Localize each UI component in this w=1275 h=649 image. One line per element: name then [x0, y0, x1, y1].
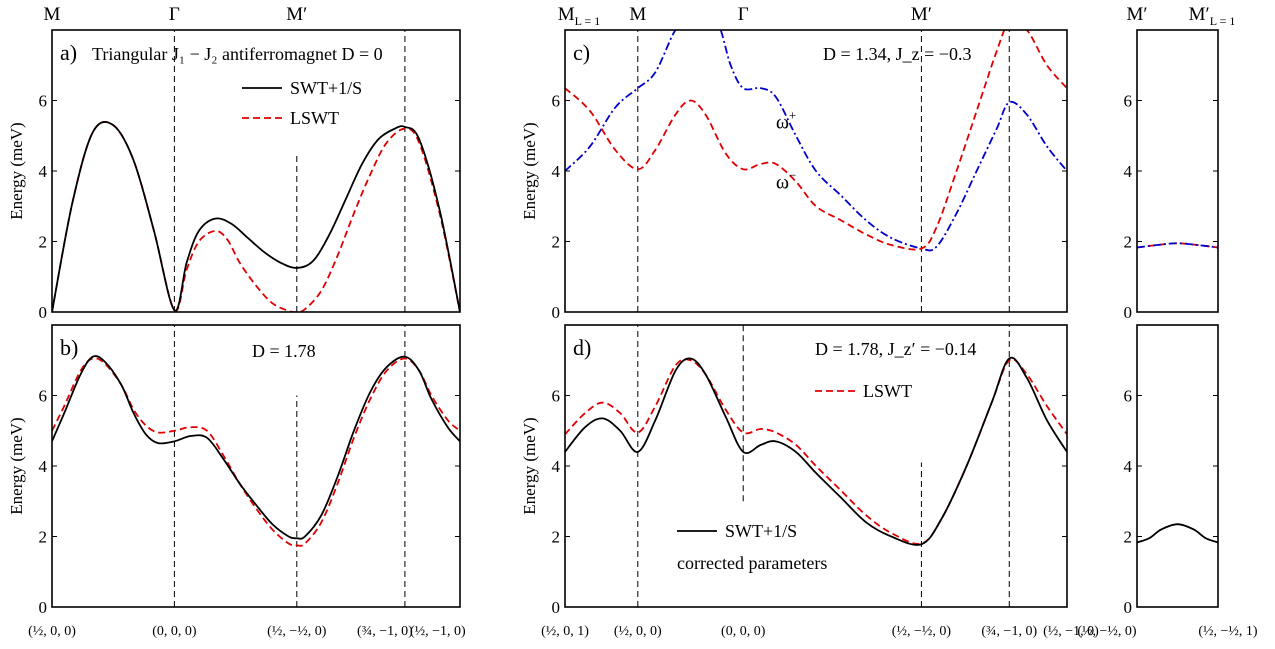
ytick-label: 4	[39, 457, 48, 476]
panel-c-side: 0 2 4 6 M′ M′L = 1	[1124, 4, 1236, 322]
annotation: ω−	[776, 168, 797, 194]
panel-label: d)	[573, 335, 591, 360]
series-b-0	[52, 357, 460, 547]
xtick-label: (½, −½, 0)	[267, 624, 327, 639]
ytick-label: 0	[39, 598, 48, 617]
ytick-label: 0	[39, 303, 48, 322]
panel-label: c)	[573, 40, 590, 65]
ytick-label: 0	[552, 598, 561, 617]
panel-c: 0 2 4 6 Energy (meV) ML = 1 M Γ M′ c) D = 1.34, J_…	[520, 4, 1068, 322]
series-a-1	[52, 121, 460, 312]
top-label: Γ	[738, 4, 749, 25]
ytick-label: 2	[552, 528, 561, 547]
ytick-label: 0	[1124, 598, 1133, 617]
panel-a: 0 2 4 6 Energy (meV) M Γ M′ a) Triangular J₁ − J₂…	[7, 4, 461, 322]
legend-label: SWT+1/S	[725, 521, 797, 541]
top-label: M′	[911, 4, 932, 25]
panel-d-side: 0 2 4 6 (½, −½, 0) (½, −½, 1)	[1077, 324, 1258, 639]
top-label: ML = 1	[558, 4, 601, 28]
panel-label: b)	[60, 335, 78, 360]
series-c-side-1	[1137, 242, 1218, 249]
panel-title: D = 1.34, J_z = −0.3	[823, 44, 971, 64]
xtick-label: (½, −½, 1)	[1198, 624, 1258, 639]
top-label: M′L = 1	[1189, 4, 1236, 28]
y-axis-label: Energy (meV)	[7, 417, 26, 514]
xtick-label: (½, −1, 0)	[410, 624, 466, 639]
top-label: M′	[286, 4, 307, 25]
y-axis-label: Energy (meV)	[520, 122, 539, 219]
xtick-label: (½, −½, 0)	[892, 624, 952, 639]
top-label: M′	[1126, 4, 1147, 25]
axes-frame	[51, 324, 461, 608]
xtick-label: (½, 0, 0)	[614, 624, 662, 639]
series-c-0	[565, 30, 1067, 252]
y-axis-label: Energy (meV)	[7, 122, 26, 219]
panel-title: Triangular J₁ − J₂ antiferromagnet D = 0	[92, 44, 383, 64]
legend-label: LSWT	[290, 108, 339, 128]
ytick-label: 4	[39, 162, 48, 181]
ytick-label: 6	[552, 387, 561, 406]
ytick-label: 4	[552, 162, 561, 181]
ytick-label: 2	[1124, 528, 1133, 547]
ytick-label: 2	[552, 233, 561, 252]
xtick-label: (¾, −1, 0)	[357, 624, 413, 639]
legend-label: SWT+1/S	[290, 78, 362, 98]
y-axis-label: Energy (meV)	[520, 417, 539, 514]
ytick-label: 4	[1124, 457, 1133, 476]
ytick-label: 6	[552, 92, 561, 111]
xtick-label: (½, −½, 0)	[1077, 624, 1137, 639]
ytick-label: 6	[39, 92, 48, 111]
top-label: M	[44, 4, 61, 25]
series-b-1	[52, 355, 460, 540]
series-d-side-0	[1137, 523, 1218, 544]
xtick-label: (¾, −1, 0)	[981, 624, 1037, 639]
series-a-0	[52, 121, 460, 312]
ytick-label: 2	[1124, 233, 1133, 252]
axes-frame	[1136, 324, 1219, 608]
panel-title: D = 1.78, J_z′ = −0.14	[815, 339, 976, 359]
panel-b: 0 2 4 6 Energy (meV) (½, 0, 0) (0, 0, 0) (½, −½…	[7, 324, 466, 639]
axes-frame	[51, 29, 461, 313]
series-d-0	[565, 358, 1067, 545]
ytick-label: 0	[552, 303, 561, 322]
panel-d: 0 2 4 6 Energy (meV) (½, 0, 1) (½, 0, 0) (0, 0,…	[520, 324, 1099, 639]
xtick-label: (½, −1, 0)	[1043, 624, 1099, 639]
xtick-label: (0, 0, 0)	[152, 624, 197, 639]
ytick-label: 6	[1124, 387, 1133, 406]
series-c-1	[565, 30, 1067, 251]
axes-frame	[1136, 29, 1219, 313]
ytick-label: 6	[39, 387, 48, 406]
ytick-label: 2	[39, 528, 48, 547]
xtick-label: (0, 0, 0)	[721, 624, 766, 639]
ytick-label: 6	[1124, 92, 1133, 111]
legend-note: corrected parameters	[677, 553, 827, 573]
ytick-label: 4	[1124, 162, 1133, 181]
top-label: M	[629, 4, 646, 25]
xtick-label: (½, 0, 1)	[541, 624, 589, 639]
legend-label: LSWT	[863, 381, 912, 401]
ytick-label: 2	[39, 233, 48, 252]
panel-title: D = 1.78	[252, 341, 316, 361]
xtick-label: (½, 0, 0)	[28, 624, 76, 639]
series-d-1	[565, 356, 1067, 546]
top-label: Γ	[169, 4, 180, 25]
ytick-label: 4	[552, 457, 561, 476]
panel-label: a)	[60, 40, 77, 65]
ytick-label: 0	[1124, 303, 1133, 322]
